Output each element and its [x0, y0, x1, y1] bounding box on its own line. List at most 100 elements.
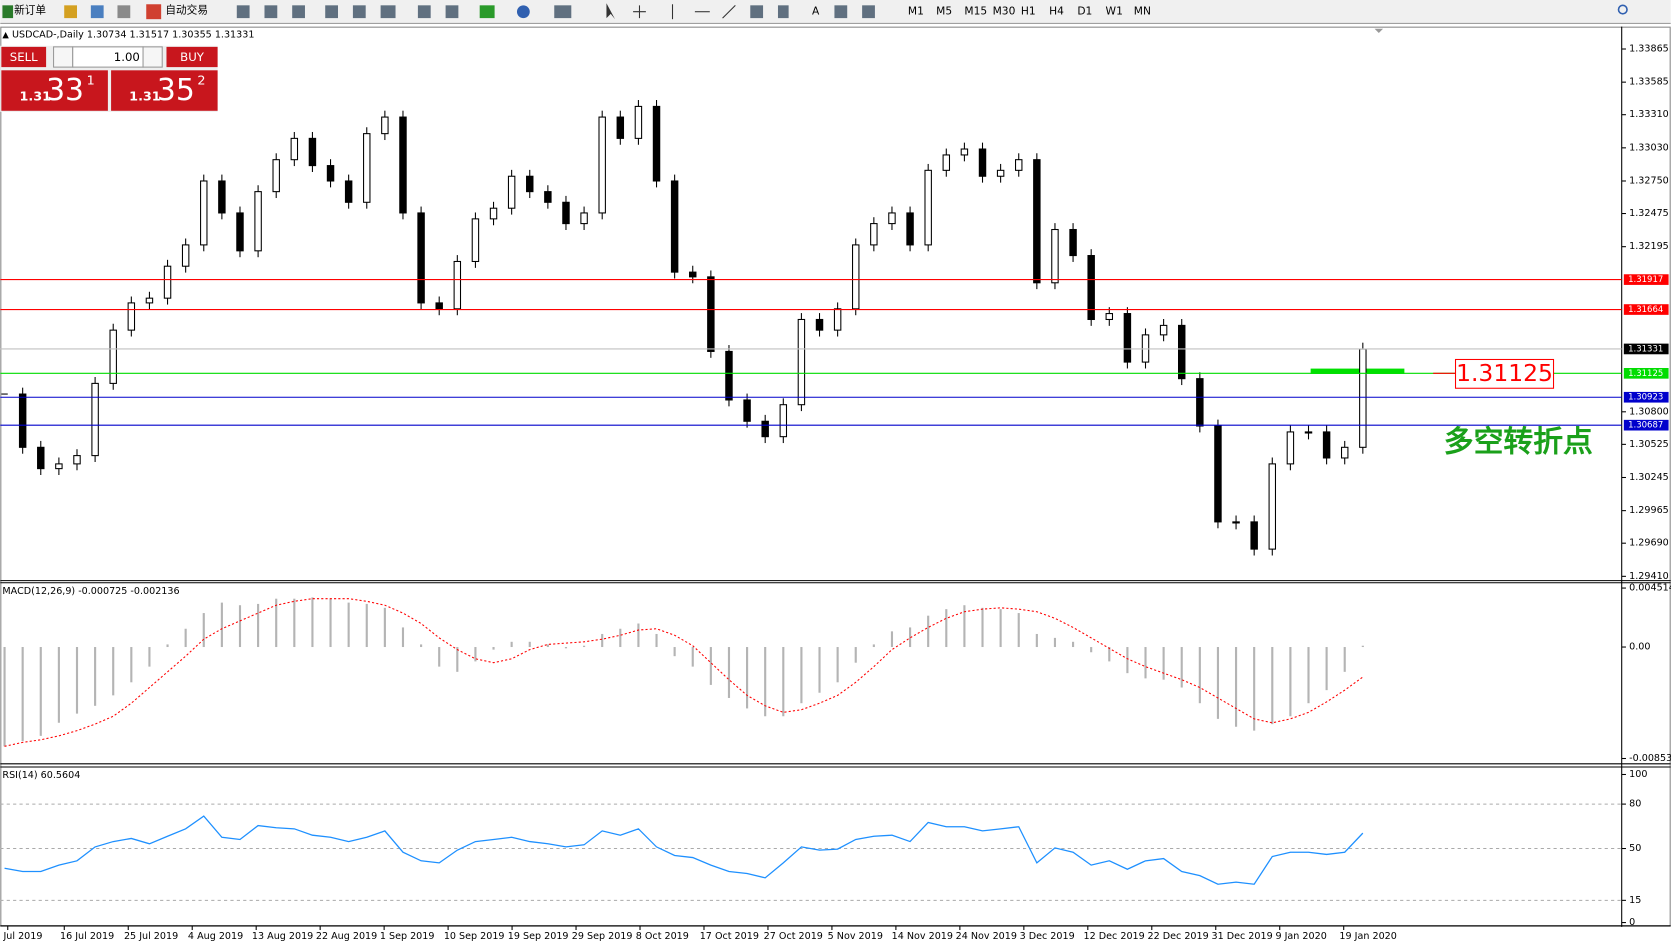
period-button[interactable]: H1: [1021, 5, 1036, 18]
period-button[interactable]: D1: [1077, 5, 1092, 18]
price-tick-label: 1.32750: [1629, 175, 1669, 186]
rsi-tick-label: 15: [1629, 895, 1641, 906]
annotation-text: 多空转折点: [1444, 425, 1593, 460]
zoom-in[interactable]: [325, 5, 338, 19]
candle: [996, 169, 1005, 177]
candle: [290, 137, 299, 161]
price-tick-label: 1.33865: [1629, 44, 1669, 55]
candle: [833, 308, 842, 331]
candle: [507, 175, 516, 209]
candle: [634, 105, 643, 139]
period-button[interactable]: M30: [993, 5, 1016, 18]
lot-down[interactable]: [53, 46, 74, 68]
toolbar-icon[interactable]: [90, 5, 104, 19]
tool-icon[interactable]: [236, 5, 250, 19]
time-label: 16 Jul 2019: [60, 931, 114, 942]
candle: [1304, 431, 1313, 434]
time-label: 22 Dec 2019: [1148, 931, 1209, 942]
time-label: 19 Sep 2019: [508, 931, 569, 942]
candle: [689, 271, 697, 278]
tool-icon[interactable]: [750, 5, 764, 19]
time-label: 31 Dec 2019: [1212, 931, 1273, 942]
buy-price-big[interactable]: 35: [157, 73, 195, 108]
period-button[interactable]: M1: [908, 5, 924, 18]
rsi-tick-label: 50: [1629, 843, 1641, 854]
templates[interactable]: [554, 5, 572, 19]
lot-up[interactable]: [142, 46, 163, 68]
macd-tick-label: 0.00: [1629, 642, 1650, 653]
sell-price-big[interactable]: 33: [46, 73, 84, 108]
rsi-tick-label: 100: [1629, 769, 1647, 780]
shift-marker: [1374, 28, 1384, 34]
tool-icon[interactable]: [445, 5, 459, 19]
time-label: 17 Oct 2019: [700, 931, 759, 942]
tool-icon[interactable]: [417, 5, 431, 19]
sell-button[interactable]: [1, 46, 47, 68]
tool-icon[interactable]: [777, 5, 789, 19]
time-label: 12 Dec 2019: [1084, 931, 1145, 942]
tool-icon[interactable]: [264, 5, 278, 19]
period-button[interactable]: M15: [964, 5, 987, 18]
sell-price-sup[interactable]: 1: [87, 73, 95, 88]
crosshair-tool[interactable]: [633, 5, 646, 19]
candle: [1359, 348, 1367, 448]
price-tick-label: 1.30800: [1629, 406, 1669, 417]
new-order-icon[interactable]: [2, 5, 14, 19]
sell-price-box[interactable]: [1, 70, 108, 111]
candle: [109, 329, 117, 384]
buy-price-box[interactable]: [111, 70, 218, 111]
candle: [1250, 521, 1258, 550]
period-button[interactable]: MN: [1134, 5, 1151, 18]
one-click-trading: SELL 1.00 BUY 1.31 33 1 1.31 35 2: [0, 45, 218, 112]
candle: [363, 133, 371, 203]
symbol-header: USDCAD-,Daily 1.30734 1.31517 1.30355 1.…: [12, 30, 254, 41]
lot-value[interactable]: 1.00: [114, 50, 140, 64]
time-label: 4 Aug 2019: [188, 931, 243, 942]
candle: [598, 116, 606, 214]
indicators[interactable]: [479, 5, 495, 19]
text-tool-label[interactable]: A: [812, 5, 820, 18]
candle: [761, 420, 769, 438]
buy-price-prefix[interactable]: 1.31: [129, 89, 160, 104]
toolbar-icon[interactable]: [117, 5, 131, 19]
zoom-out[interactable]: [352, 5, 366, 19]
buy-price-sup[interactable]: 2: [197, 73, 205, 88]
time-label: 5 Nov 2019: [828, 931, 883, 942]
price-level-label: 1.30923: [1628, 393, 1663, 403]
candle: [1340, 446, 1349, 459]
tile-windows[interactable]: [380, 5, 396, 19]
auto-trading-icon[interactable]: [146, 4, 162, 20]
candle: [1159, 324, 1168, 336]
sell-label[interactable]: SELL: [10, 50, 38, 64]
sell-price-prefix[interactable]: 1.31: [19, 89, 50, 104]
tool-icon[interactable]: [292, 5, 305, 19]
text-tool[interactable]: [834, 5, 848, 19]
buy-button[interactable]: [166, 46, 218, 68]
time-label: 1 Sep 2019: [380, 931, 435, 942]
price-tick-label: 1.30525: [1629, 439, 1669, 450]
candle: [326, 165, 335, 182]
toolbar-icon[interactable]: [64, 5, 77, 19]
candle: [779, 404, 788, 438]
period-buttons: M1 M5 M15 M30 H1 H4 D1 W1 MN: [908, 5, 1151, 18]
time-label: 22 Aug 2019: [316, 931, 377, 942]
period-button[interactable]: W1: [1106, 5, 1123, 18]
candle: [127, 302, 136, 331]
auto-trading-button[interactable]: 自动交易: [165, 4, 208, 17]
candle: [18, 393, 27, 448]
new-order-button[interactable]: 新订单: [14, 4, 46, 17]
period-button[interactable]: M5: [936, 5, 952, 18]
trendline-tool[interactable]: [722, 4, 736, 19]
candle: [580, 212, 588, 225]
arrow-tool[interactable]: [862, 5, 875, 19]
time-label: 27 Oct 2019: [764, 931, 823, 942]
price-level-label: 1.31664: [1628, 305, 1663, 315]
time-label: 25 Jul 2019: [124, 931, 178, 942]
candle: [489, 207, 498, 220]
periods-menu[interactable]: [516, 5, 530, 19]
period-button[interactable]: H4: [1049, 5, 1064, 18]
search-icon[interactable]: [1617, 4, 1628, 15]
buy-label[interactable]: BUY: [180, 50, 205, 64]
candle: [1069, 228, 1077, 257]
